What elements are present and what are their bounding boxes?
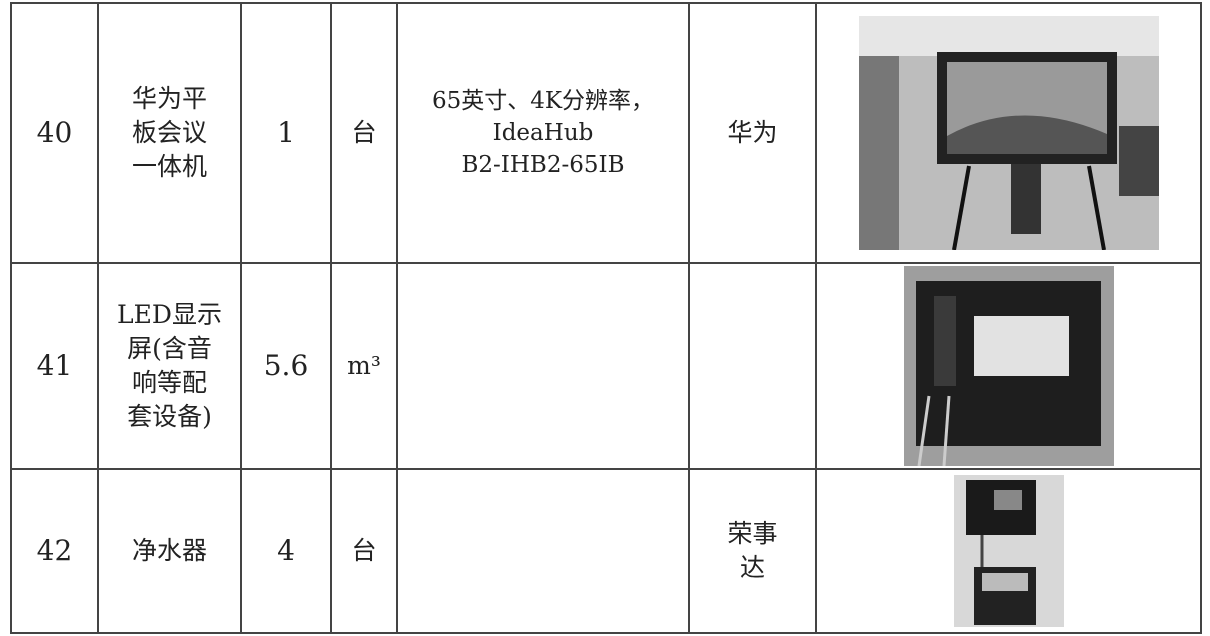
table-row: 42 净水器 4 台 荣事达 [10,468,1202,634]
cell: 42 [10,468,99,634]
cell: 41 [10,262,99,470]
cell-line: 一体机 [131,152,207,181]
cell-line: 65英寸、4K分辨率， [431,88,655,114]
cell-line: 荣事 [727,519,778,548]
cell [396,468,690,634]
cell: 荣事达 [688,468,817,634]
cell: 1 [240,2,332,264]
cell-line: 屏(含音 [127,334,212,363]
cell: 华为 [688,2,817,264]
cell: m³ [330,262,398,470]
photo-cell [815,2,1202,264]
cell: 台 [330,2,398,264]
cell [688,262,817,470]
cell: 华为平 板会议 一体机 [97,2,242,264]
photo-cell [815,468,1202,634]
photo-cell [815,262,1202,470]
cell: 4 [240,468,332,634]
cell [396,262,690,470]
cell-line: IdeaHub [492,120,594,146]
cell-line: 响等配 [131,368,207,397]
cell: 65英寸、4K分辨率， IdeaHub B2-IHB2-65IB [396,2,690,264]
cell-line: 华为 [727,118,778,147]
cell: LED显示屏(含音响等配套设备) [97,262,242,470]
photo [953,475,1064,627]
cell-line: 达 [739,553,765,582]
photo [858,16,1159,250]
cell-line: B2-IHB2-65IB [461,152,625,178]
cell: 5.6 [240,262,332,470]
cell-line: 板会议 [131,118,207,147]
cell-line: LED显示 [117,300,222,329]
cell-line: 套设备) [127,402,212,431]
table-row: 40 华为平 板会议 一体机 1 台 65英寸、4K分辨率， IdeaHub B2-IHB2-6… [10,2,1202,264]
photo [903,266,1114,466]
table-body: 40 华为平 板会议 一体机 1 台 65英寸、4K分辨率， IdeaHub B2-IHB2-6… [10,2,1202,634]
cell-line: 华为平 [131,84,207,113]
cell: 净水器 [97,468,242,634]
cell: 40 [10,2,99,264]
table-row: 41 LED显示 屏(含音 响等配 套设备) 5.6 m³ [10,262,1202,470]
cell: 台 [330,468,398,634]
cell-line: 净水器 [131,536,207,565]
equipment-table: 40 华为平 板会议 一体机 1 台 65英寸、4K分辨率， IdeaHub B2-IHB2-6… [10,2,1202,634]
